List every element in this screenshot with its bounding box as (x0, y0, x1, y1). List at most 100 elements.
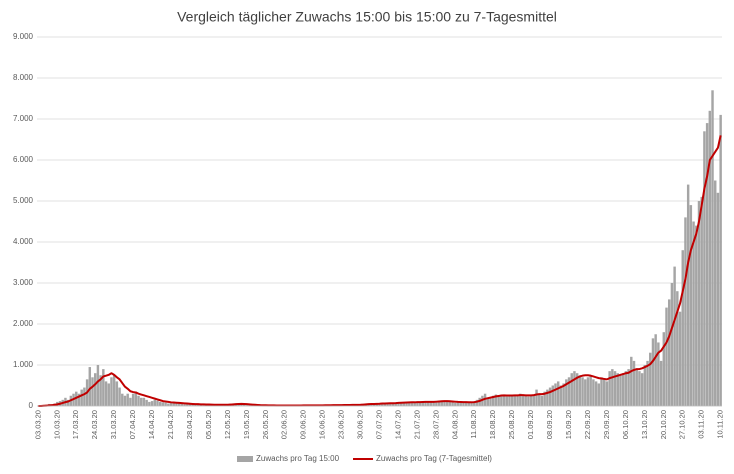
bar (445, 400, 449, 406)
bar (491, 395, 495, 406)
bar (521, 394, 525, 406)
bar (562, 383, 565, 406)
y-tick-label: 7.000 (13, 114, 34, 123)
y-tick-label: 2.000 (13, 319, 34, 328)
bar (573, 371, 576, 406)
x-tick-label: 18.08.20 (488, 410, 497, 439)
x-tick-label: 25.08.20 (507, 410, 516, 439)
x-tick-label: 20.10.20 (659, 410, 668, 439)
bar (410, 402, 414, 406)
bar (104, 381, 108, 406)
bar (435, 401, 438, 406)
legend-label: Zuwachs pro Tag (7-Tagesmittel) (376, 454, 492, 463)
bar (689, 205, 693, 406)
bar (102, 369, 105, 406)
bar (454, 402, 457, 406)
bar (692, 221, 695, 406)
bar (716, 192, 720, 406)
bar (624, 371, 628, 406)
bar (451, 402, 454, 406)
x-tick-label: 17.03.20 (71, 410, 80, 439)
bar (708, 110, 712, 407)
y-tick-label: 3.000 (13, 278, 34, 287)
bar (497, 395, 500, 406)
bar (684, 217, 687, 406)
x-tick-label: 03.03.20 (33, 410, 42, 439)
x-tick-label: 28.07.20 (431, 410, 440, 439)
bar (640, 373, 644, 406)
y-tick-label: 5.000 (13, 196, 34, 205)
bar (700, 196, 703, 406)
y-tick-label: 4.000 (13, 237, 34, 246)
bar (240, 404, 243, 406)
bar (418, 402, 422, 406)
bar (123, 395, 127, 406)
bar (678, 311, 682, 406)
bar (565, 379, 568, 406)
bar (632, 360, 636, 406)
x-tick-label: 01.09.20 (526, 410, 535, 439)
bar (513, 394, 517, 406)
bar (486, 397, 490, 406)
bar (188, 403, 192, 406)
bar (448, 401, 452, 406)
bar (500, 394, 503, 406)
bar (80, 389, 83, 406)
bar (389, 402, 392, 406)
bar (194, 404, 197, 406)
x-tick-label: 04.08.20 (450, 410, 459, 439)
bar (667, 299, 671, 406)
bar (112, 375, 116, 406)
x-tick-label: 14.04.20 (147, 410, 156, 439)
bar (705, 123, 709, 406)
x-tick-label: 10.03.20 (52, 410, 61, 439)
bar (475, 399, 479, 406)
bar (510, 395, 514, 406)
bar (140, 397, 143, 406)
bar (380, 403, 384, 406)
bar (686, 184, 690, 406)
x-tick-label: 28.04.20 (185, 410, 194, 439)
x-tick-label: 23.06.20 (337, 410, 346, 439)
bar (695, 225, 698, 406)
bar (180, 403, 184, 406)
bar (459, 401, 462, 406)
bar (405, 401, 408, 406)
bar (473, 401, 476, 406)
bar (597, 383, 601, 406)
x-tick-label: 31.03.20 (109, 410, 118, 439)
x-tick-label: 13.10.20 (640, 410, 649, 439)
bar (169, 402, 173, 406)
bar (402, 402, 406, 406)
bar (714, 180, 717, 406)
bar (697, 201, 701, 406)
bar (654, 334, 657, 406)
x-tick-label: 16.06.20 (318, 410, 327, 439)
bar (437, 400, 441, 406)
y-tick-label: 6.000 (13, 155, 34, 164)
bar (665, 307, 668, 406)
bar (115, 381, 119, 406)
bar (110, 377, 113, 406)
bar (605, 381, 609, 406)
bar (619, 375, 622, 406)
bar (586, 377, 590, 406)
bar (649, 352, 652, 406)
x-tick-label: 02.06.20 (280, 410, 289, 439)
bar (118, 387, 121, 406)
bar (378, 403, 381, 406)
bar (711, 90, 714, 407)
bar (148, 401, 151, 406)
bar (456, 402, 460, 406)
bar (399, 402, 403, 406)
bar (673, 266, 676, 406)
bar (245, 405, 249, 406)
legend-label: Zuwachs pro Tag 15:00 (256, 454, 340, 463)
bar (529, 395, 533, 406)
bar (186, 404, 189, 406)
bar (164, 402, 167, 406)
bar (432, 401, 435, 406)
bar (427, 402, 430, 406)
y-tick-label: 0 (29, 401, 34, 410)
bar (519, 393, 522, 406)
